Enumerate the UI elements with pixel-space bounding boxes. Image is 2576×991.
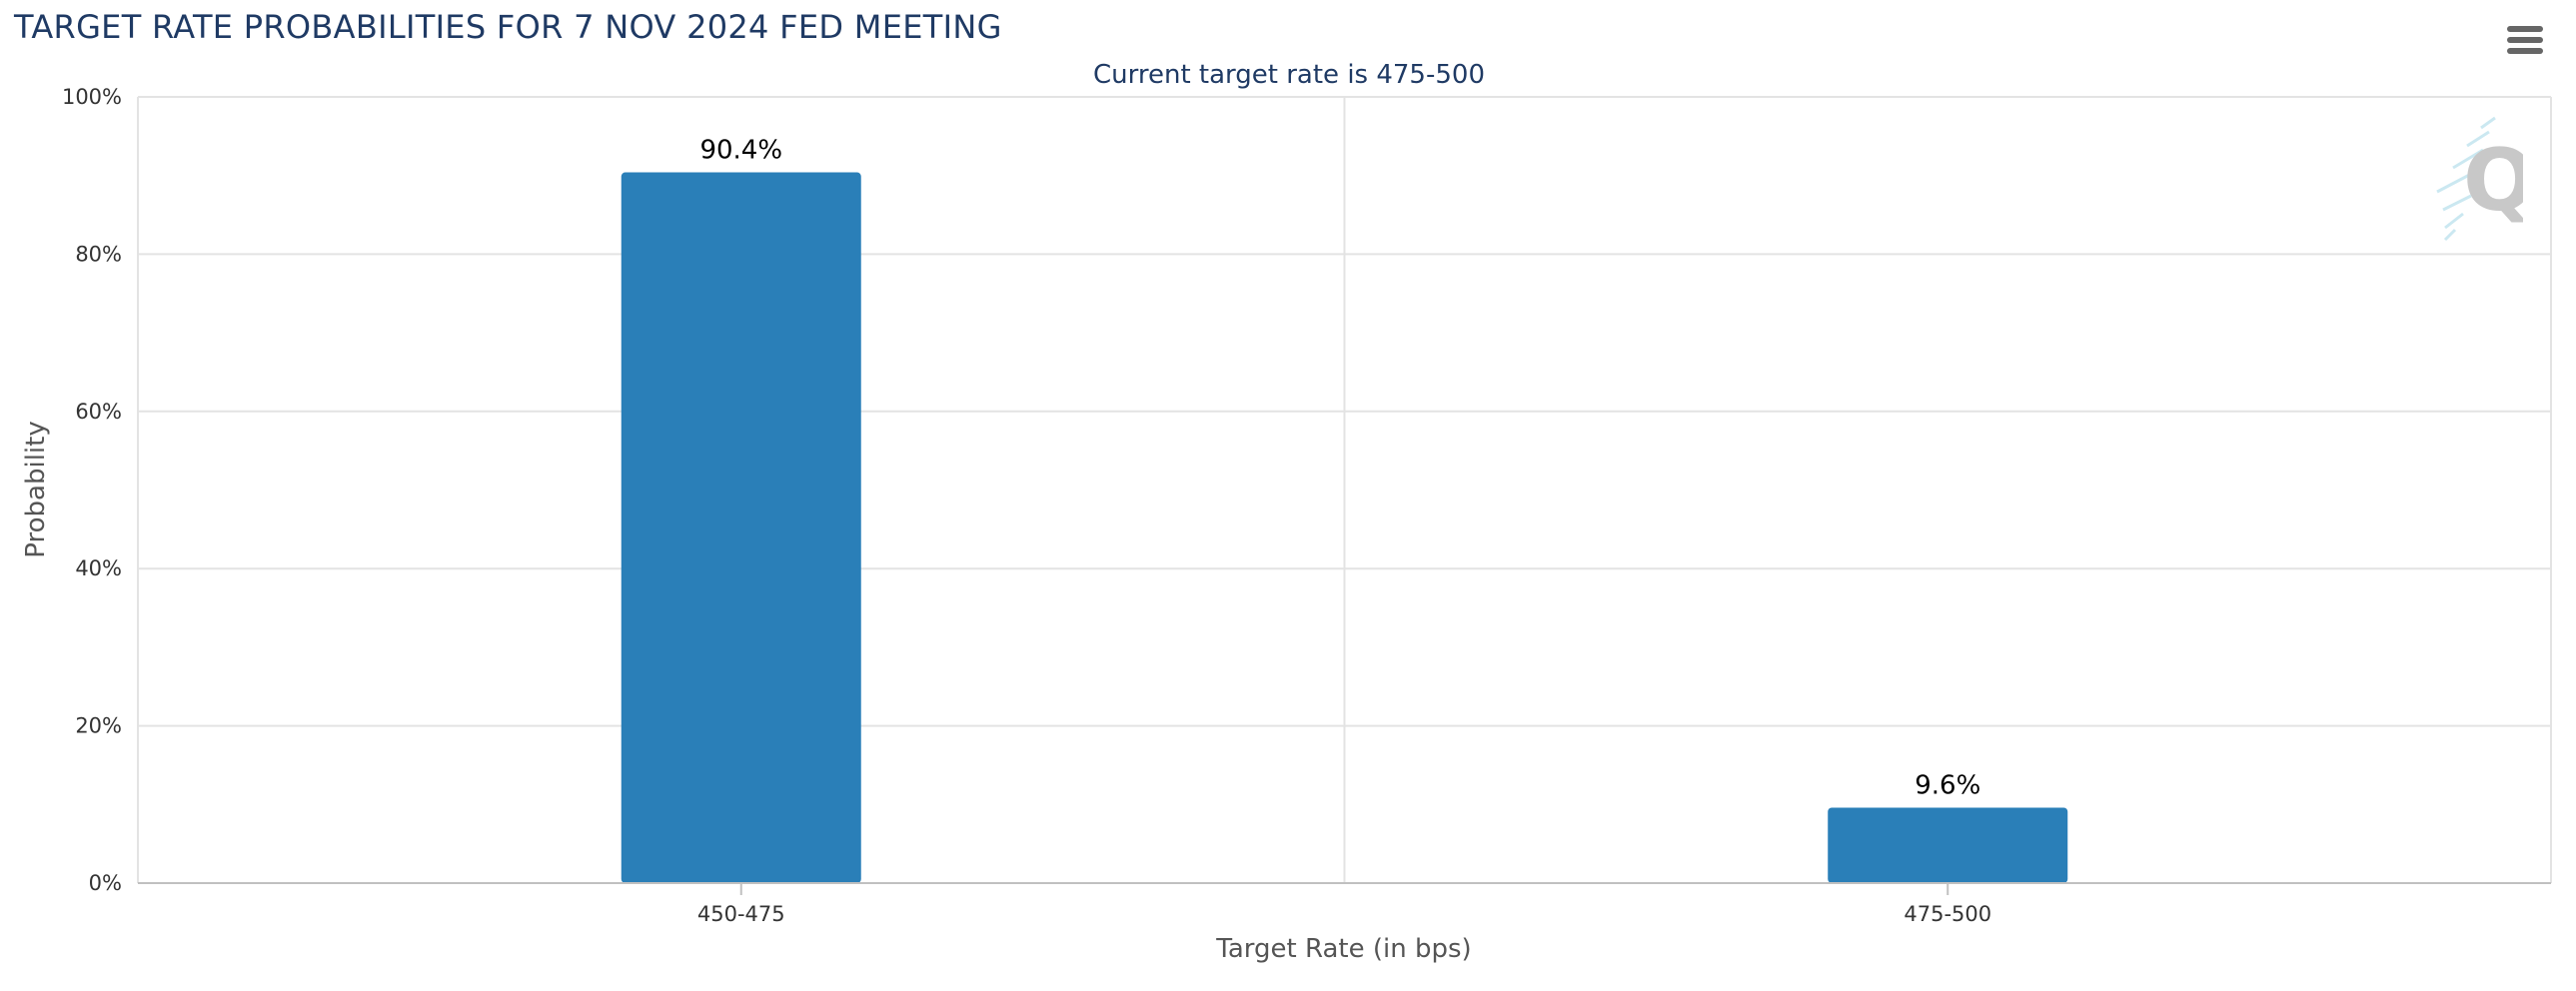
bars [621, 172, 2068, 883]
y-tick-label: 40% [75, 556, 122, 580]
chart-subtitle: Current target rate is 475-500 [1093, 60, 1485, 90]
y-tick-label: 20% [75, 714, 122, 738]
gridlines [137, 96, 2552, 883]
x-axis-title: Target Rate (in bps) [1215, 934, 1471, 964]
y-axis-ticks: 0% 20% 40% 60% 80% 100% [62, 85, 122, 895]
hamburger-menu-icon[interactable] [2502, 26, 2548, 66]
y-tick-label: 80% [75, 242, 122, 266]
svg-text:Q: Q [2463, 131, 2523, 231]
y-tick-label: 100% [62, 85, 122, 109]
data-label: 90.4% [699, 136, 782, 166]
x-axis-ticks: 450-475 475-500 [697, 883, 1991, 926]
bar-450-475[interactable] [621, 172, 861, 883]
data-label: 9.6% [1915, 770, 1980, 800]
bar-475-500[interactable] [1828, 807, 2068, 883]
x-tick-label: 450-475 [697, 902, 785, 926]
y-tick-label: 0% [89, 871, 122, 895]
data-labels: 90.4% 9.6% [699, 136, 1980, 801]
y-axis-title: Probability [21, 421, 51, 557]
x-tick-label: 475-500 [1904, 902, 1991, 926]
y-tick-label: 60% [75, 400, 122, 424]
q-logo-watermark-icon: Q [2436, 116, 2523, 242]
chart-title: TARGET RATE PROBABILITIES FOR 7 NOV 2024… [14, 8, 1002, 46]
